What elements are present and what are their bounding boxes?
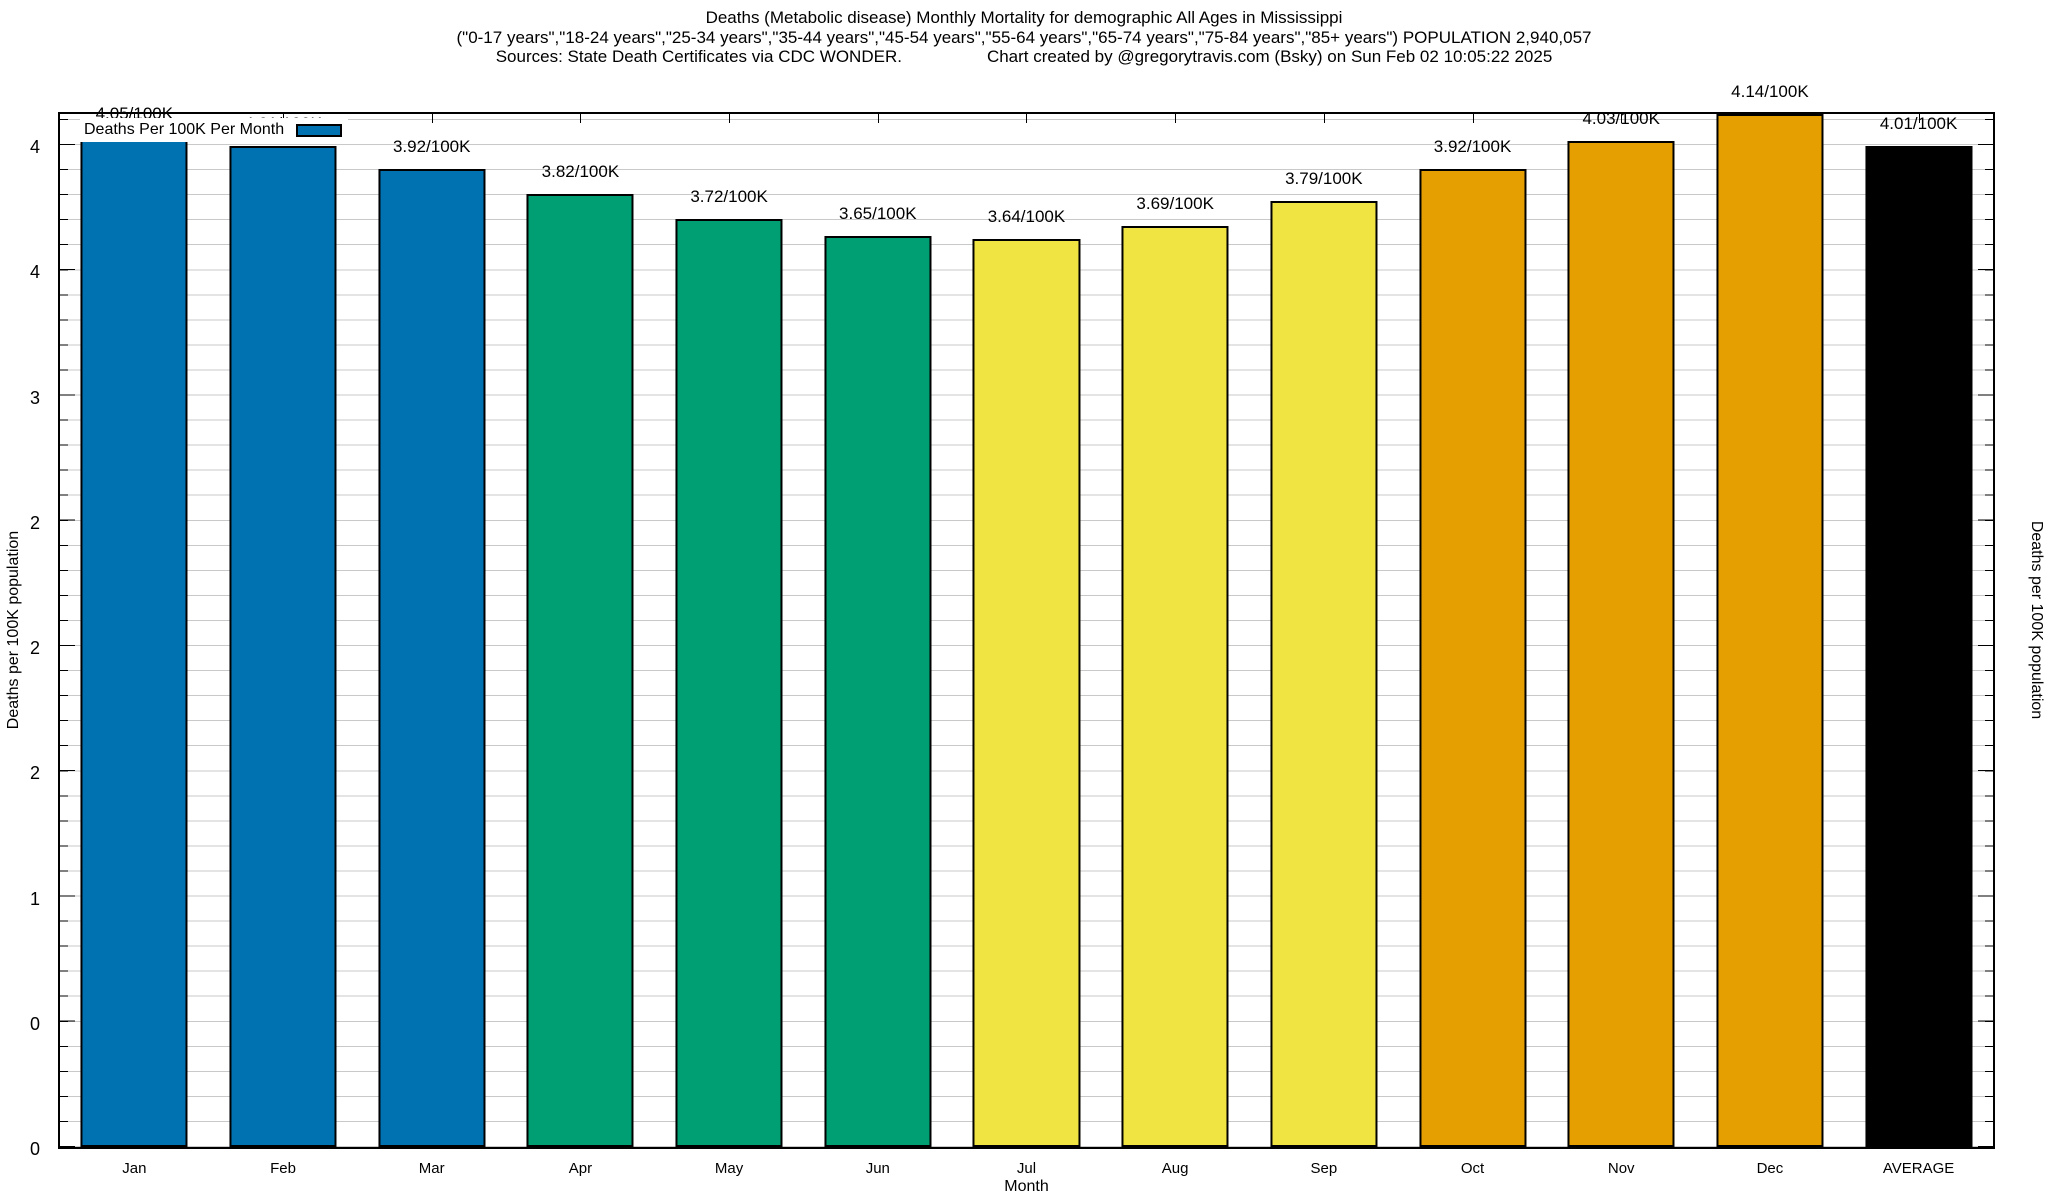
bar-slot-oct: 3.92/100K Oct [1398, 114, 1547, 1177]
y-tick-label: 0 [29, 1014, 40, 1034]
x-tick-label: AVERAGE [1882, 1160, 1955, 1177]
bar-slot-feb: 4.01/100K Feb [209, 114, 358, 1177]
bar-average [1865, 146, 1973, 1147]
x-axis-title: Month [1004, 1178, 1049, 1195]
bar-value-label: 3.64/100K [987, 206, 1066, 226]
bar-slot-apr: 3.82/100K Apr [506, 114, 655, 1177]
bar-jan [80, 136, 188, 1147]
bar-value-label: 3.92/100K [392, 136, 471, 156]
bar-dec [1716, 114, 1824, 1147]
y-tick-label: 2 [29, 638, 40, 658]
bar-slot-may: 3.72/100K May [655, 114, 804, 1177]
bar-jul [972, 238, 1080, 1147]
bar-value-label: 3.72/100K [690, 186, 768, 206]
legend-label: Deaths Per 100K Per Month [84, 121, 285, 138]
bar-oct [1419, 168, 1527, 1147]
bar-jun [824, 236, 932, 1147]
y-tick-label: 3 [29, 388, 40, 408]
x-tick-label: Nov [1607, 1160, 1635, 1177]
bar-slot-dec: 4.14/100K Dec [1696, 82, 1845, 1177]
top-axis-tick [1621, 114, 1623, 123]
legend-color-swatch [296, 123, 343, 137]
y-tick-label: 1 [29, 889, 40, 909]
bar-slot-jul: 3.64/100K Jul [952, 114, 1101, 1177]
top-axis-tick [431, 114, 433, 123]
right-major-ticks [1978, 114, 1993, 1147]
bar-slot-sep: 3.79/100K Sep [1250, 114, 1399, 1177]
chart-source-line: Sources: State Death Certificates via CD… [0, 47, 2048, 67]
bar-series: 4.05/100K Jan 4.01/100K Feb 3.92/100K Ma… [60, 82, 1993, 1177]
y-axis-title-right: Deaths per 100K population [2028, 520, 2045, 720]
bar-mar [378, 168, 486, 1147]
y-tick-label: 0 [29, 1139, 40, 1159]
bar-feb [229, 146, 337, 1147]
x-tick-label: May [714, 1160, 744, 1177]
chart-credit: Chart created by @gregorytravis.com (Bsk… [986, 47, 1553, 67]
top-axis-tick [877, 114, 879, 123]
bar-slot-jan: 4.05/100K Jan [60, 104, 209, 1177]
bar-slot-jun: 3.65/100K Jun [803, 114, 952, 1177]
x-tick-label: Jan [122, 1160, 147, 1177]
bar-slot-average: 4.01/100K AVERAGE [1844, 114, 1993, 1177]
chart-sources: Sources: State Death Certificates via CD… [495, 47, 902, 67]
x-tick-label: Jun [865, 1160, 890, 1177]
top-axis-tick [1323, 114, 1325, 123]
x-tick-label: Aug [1161, 1160, 1189, 1177]
bar-nov [1567, 141, 1675, 1147]
bar-slot-mar: 3.92/100K Mar [357, 114, 506, 1177]
chart-title: Deaths (Metabolic disease) Monthly Morta… [705, 8, 1343, 27]
y-tick-label: 4 [29, 137, 40, 157]
bar-slot-nov: 4.03/100K Nov [1547, 109, 1696, 1177]
left-major-ticks [60, 114, 75, 1147]
top-axis-tick [580, 114, 582, 123]
chart-header: Deaths (Metabolic disease) Monthly Morta… [0, 8, 2048, 67]
top-axis-tick [729, 114, 731, 123]
top-axis-tick [1026, 114, 1028, 123]
bar-value-label: 3.65/100K [839, 204, 917, 224]
y-axis-title-left: Deaths per 100K population [5, 530, 22, 730]
bar-value-label: 3.69/100K [1136, 194, 1214, 214]
bar-value-label: 4.14/100K [1731, 82, 1809, 101]
x-tick-label: Apr [568, 1160, 593, 1177]
bar-value-label: 4.03/100K [1582, 109, 1660, 129]
top-axis-tick [1918, 114, 1920, 123]
legend: Deaths Per 100K Per Month [80, 118, 349, 142]
bar-value-label: 4.01/100K [1879, 114, 1958, 134]
y-tick-label: 2 [29, 763, 40, 783]
x-tick-label: Feb [270, 1160, 296, 1177]
chart-subtitle: ("0-17 years","18-24 years","25-34 years… [456, 27, 1592, 47]
y-axis-tick-labels: 4 4 3 2 2 2 1 0 0 [0, 112, 48, 1159]
bar-value-label: 3.79/100K [1285, 169, 1363, 189]
x-tick-label: Sep [1310, 1160, 1338, 1177]
x-tick-label: Jul [1016, 1160, 1037, 1177]
plot-area: 4.05/100K Jan 4.01/100K Feb 3.92/100K Ma… [58, 82, 1995, 1177]
bar-aug [1121, 226, 1229, 1147]
bar-may [675, 218, 783, 1147]
bar-sep [1270, 201, 1378, 1147]
top-axis-tick [1175, 114, 1177, 123]
y-tick-label: 2 [29, 513, 40, 533]
x-tick-label: Dec [1756, 1160, 1784, 1177]
bar-value-label: 3.92/100K [1433, 136, 1512, 156]
bar-slot-aug: 3.69/100K Aug [1101, 114, 1250, 1177]
bar-value-label: 3.82/100K [541, 161, 620, 181]
x-tick-label: Oct [1460, 1160, 1485, 1177]
y-tick-label: 4 [29, 262, 40, 282]
x-tick-label: Mar [418, 1160, 445, 1177]
bar-apr [526, 193, 634, 1147]
top-axis-tick [1472, 114, 1474, 123]
